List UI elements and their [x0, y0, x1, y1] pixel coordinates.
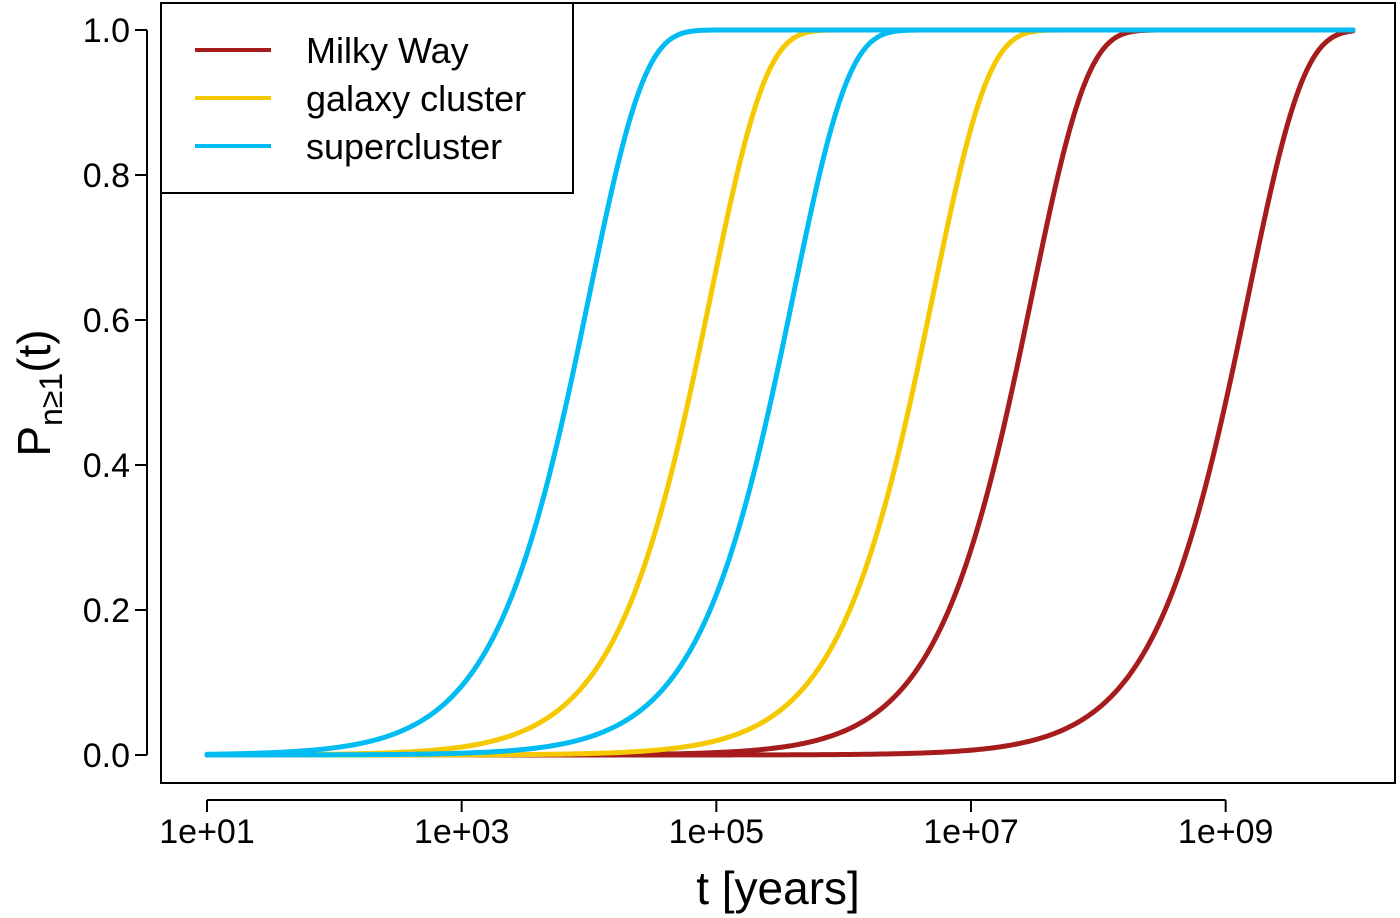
y-axis-title-suffix: (t)	[8, 329, 60, 372]
y-axis-title-subscript: n≥1	[33, 373, 69, 426]
legend-label-milky-way: Milky Way	[306, 30, 469, 71]
legend: Milky Way galaxy cluster supercluster	[160, 2, 574, 194]
x-tick-label: 1e+05	[669, 813, 765, 851]
x-axis-title: t [years]	[696, 862, 860, 914]
y-tick-label: 0.6	[83, 302, 130, 340]
y-tick-label: 0.0	[83, 737, 130, 775]
series-line-supercluster	[204, 27, 1356, 758]
plot-frame	[160, 2, 1396, 784]
legend-label-galaxy-cluster: galaxy cluster	[306, 78, 526, 119]
x-tick-label: 1e+01	[159, 813, 255, 851]
y-axis-title-main: P	[8, 426, 60, 457]
y-tick-label: 0.2	[83, 592, 130, 630]
x-tick-label: 1e+03	[414, 813, 510, 851]
axis-titles: t [years] Pn≥1(t)	[8, 329, 860, 914]
y-tick-label: 0.8	[83, 157, 130, 195]
x-tick-label: 1e+09	[1178, 813, 1274, 851]
x-tick-label: 1e+07	[923, 813, 1019, 851]
legend-label-supercluster: supercluster	[306, 126, 502, 167]
legend-items: Milky Way galaxy cluster supercluster	[195, 30, 526, 167]
y-tick-label: 1.0	[83, 12, 130, 50]
y-axis-title: Pn≥1(t)	[8, 329, 69, 456]
series-layer	[204, 27, 1356, 758]
y-tick-label: 0.4	[83, 447, 130, 485]
axes-layer: 1e+01 1e+03 1e+05 1e+07 1e+09 0.0 0.2 0.4 0.6 0.8…	[83, 12, 1274, 851]
svg-text:Pn≥1(t): Pn≥1(t)	[8, 329, 69, 456]
